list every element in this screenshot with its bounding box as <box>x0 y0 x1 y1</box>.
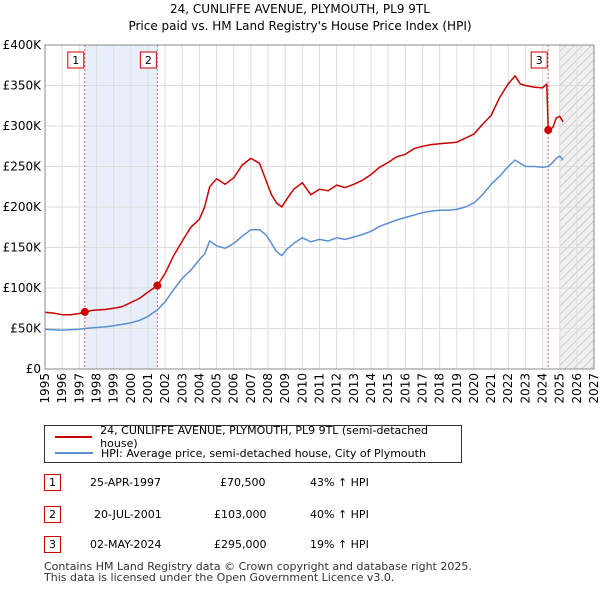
transaction-date: 20-JUL-2001 <box>94 508 162 521</box>
hpi-line <box>44 155 564 331</box>
footer: Contains HM Land Registry data © Crown c… <box>44 561 472 583</box>
legend: 24, CUNLIFFE AVENUE, PLYMOUTH, PL9 9TL (… <box>44 424 462 463</box>
x-tick-label: 2026 <box>570 373 584 404</box>
legend-hpi-swatch <box>55 452 93 454</box>
x-tick-label: 2018 <box>433 373 447 404</box>
transaction-row-2: 2 20-JUL-2001 £103,000 40% ↑ HPI <box>44 506 464 526</box>
price-chart: 24, CUNLIFFE AVENUE, PLYMOUTH, PL9 9TL P… <box>3 2 600 404</box>
x-tick-label: 2017 <box>415 373 429 404</box>
chart-subtitle: Price paid vs. HM Land Registry's House … <box>128 19 471 33</box>
x-tick-label: 2002 <box>158 373 172 404</box>
x-tick-label: 2027 <box>587 373 600 404</box>
x-tick-label: 2022 <box>501 373 515 404</box>
x-tick-label: 2013 <box>347 373 361 404</box>
legend-property-label: 24, CUNLIFFE AVENUE, PLYMOUTH, PL9 9TL (… <box>100 424 429 450</box>
transaction-number: 2 <box>44 506 61 523</box>
legend-hpi-label: HPI: Average price, semi-detached house,… <box>101 446 426 460</box>
x-tick-label: 2014 <box>364 373 378 404</box>
plot-frame <box>44 44 595 370</box>
footer-copyright: Contains HM Land Registry data © Crown c… <box>44 560 472 573</box>
legend-property-swatch <box>55 436 93 438</box>
transaction-date: 25-APR-1997 <box>90 476 162 489</box>
transaction-price: £70,500 <box>220 476 266 489</box>
y-tick-label: £400K <box>3 38 43 52</box>
transaction-hpi: 19% ↑ HPI <box>310 538 369 551</box>
annotation-label: 1 <box>72 54 79 67</box>
x-tick-label: 2023 <box>518 373 532 404</box>
x-tick-label: 2011 <box>313 373 327 404</box>
y-tick-label: £150K <box>3 241 43 255</box>
x-tick-label: 2019 <box>450 373 464 404</box>
x-tick-label: 2025 <box>553 373 567 404</box>
x-tick-label: 2001 <box>141 373 155 404</box>
x-tick-label: 2006 <box>227 373 241 404</box>
y-tick-label: £200K <box>3 200 43 214</box>
transaction-price: £103,000 <box>214 508 267 521</box>
x-tick-label: 2004 <box>192 373 206 404</box>
legend-hpi: HPI: Average price, semi-detached house,… <box>55 445 426 461</box>
transaction-row-1: 1 25-APR-1997 £70,500 43% ↑ HPI <box>44 474 464 494</box>
x-tick-label: 1996 <box>55 373 69 404</box>
transaction-row-3: 3 02-MAY-2024 £295,000 19% ↑ HPI <box>44 536 464 556</box>
legend-property: 24, CUNLIFFE AVENUE, PLYMOUTH, PL9 9TL (… <box>55 424 461 450</box>
plot-area: 1 2 3 £0 £50K £100K £150K £200K £250K £300K £350K £… <box>3 38 600 404</box>
y-tick-label: £300K <box>3 119 43 133</box>
annotation-label: 3 <box>536 54 543 67</box>
y-tick-label: £50K <box>10 322 42 336</box>
transaction-hpi: 40% ↑ HPI <box>310 508 369 521</box>
y-tick-label: £350K <box>3 79 43 93</box>
transaction-number: 3 <box>44 536 61 553</box>
x-tick-label: 2010 <box>295 373 309 404</box>
x-tick-label: 2012 <box>330 373 344 404</box>
y-tick-label: £100K <box>3 281 43 295</box>
x-tick-label: 1995 <box>38 373 52 404</box>
x-tick-label: 2021 <box>484 373 498 404</box>
y-tick-label: £250K <box>3 160 43 174</box>
transaction-date: 02-MAY-2024 <box>90 538 162 551</box>
y-tick-label: £0 <box>26 362 41 376</box>
x-tick-label: 2000 <box>124 373 138 404</box>
x-tick-label: 2016 <box>398 373 412 404</box>
x-tick-label: 1997 <box>72 373 86 404</box>
annotation-box <box>530 51 548 69</box>
annotation-label: 2 <box>145 54 152 67</box>
x-tick-label: 2007 <box>244 373 258 404</box>
x-tick-label: 2024 <box>536 373 550 404</box>
x-tick-label: 2015 <box>381 373 395 404</box>
x-tick-label: 1999 <box>107 373 121 404</box>
annotation-box <box>139 51 157 69</box>
sale-point <box>80 307 89 316</box>
x-tick-label: 2005 <box>210 373 224 404</box>
property-price-line <box>44 75 564 316</box>
transaction-number: 1 <box>44 474 61 491</box>
x-tick-label: 2003 <box>175 373 189 404</box>
transaction-hpi: 43% ↑ HPI <box>310 476 369 489</box>
x-tick-label: 2009 <box>278 373 292 404</box>
annotation-box <box>67 51 85 69</box>
chart-title: 24, CUNLIFFE AVENUE, PLYMOUTH, PL9 9TL <box>170 2 430 16</box>
sale-point <box>544 126 553 135</box>
transaction-price: £295,000 <box>214 538 267 551</box>
sale-point <box>153 281 162 290</box>
x-tick-label: 2008 <box>261 373 275 404</box>
footer-licence: This data is licensed under the Open Gov… <box>44 571 395 584</box>
x-tick-label: 1998 <box>89 373 103 404</box>
x-tick-label: 2020 <box>467 373 481 404</box>
